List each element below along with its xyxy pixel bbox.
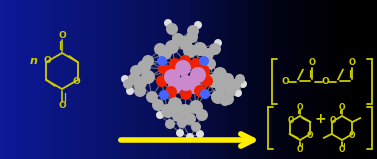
Circle shape — [169, 58, 181, 70]
Circle shape — [157, 56, 167, 66]
Circle shape — [235, 74, 245, 84]
Circle shape — [178, 36, 192, 50]
Circle shape — [214, 39, 222, 47]
Text: O: O — [348, 131, 355, 140]
Circle shape — [156, 111, 164, 119]
Circle shape — [177, 118, 187, 128]
Circle shape — [215, 80, 229, 94]
Circle shape — [196, 130, 204, 138]
Circle shape — [191, 122, 201, 132]
Circle shape — [146, 91, 158, 103]
Circle shape — [164, 19, 172, 27]
Text: O: O — [329, 116, 336, 125]
Text: O: O — [58, 101, 66, 111]
Circle shape — [126, 87, 134, 95]
Circle shape — [161, 104, 175, 118]
Circle shape — [180, 88, 192, 100]
Circle shape — [168, 97, 182, 111]
Circle shape — [162, 65, 174, 77]
Text: O: O — [43, 56, 51, 65]
Circle shape — [207, 74, 221, 88]
Text: O: O — [321, 77, 329, 86]
Circle shape — [202, 48, 214, 60]
Text: O: O — [339, 103, 345, 111]
Circle shape — [134, 85, 146, 97]
Circle shape — [165, 119, 175, 129]
Text: O: O — [339, 145, 345, 153]
Circle shape — [141, 70, 155, 84]
Circle shape — [234, 89, 242, 97]
Circle shape — [222, 73, 234, 85]
Circle shape — [224, 85, 236, 97]
Circle shape — [178, 104, 192, 118]
Text: O: O — [73, 77, 80, 86]
Circle shape — [213, 67, 227, 81]
Circle shape — [186, 133, 194, 141]
Circle shape — [193, 42, 207, 56]
Circle shape — [194, 21, 202, 29]
Circle shape — [211, 90, 225, 104]
Circle shape — [209, 43, 221, 55]
Circle shape — [186, 31, 198, 43]
Circle shape — [183, 44, 197, 58]
Circle shape — [199, 56, 209, 66]
Circle shape — [121, 75, 129, 83]
Circle shape — [154, 43, 166, 55]
Text: O: O — [348, 58, 356, 67]
Circle shape — [164, 69, 180, 85]
Text: +: + — [314, 112, 326, 126]
Circle shape — [165, 86, 177, 98]
Circle shape — [204, 58, 216, 70]
Text: O: O — [297, 103, 303, 111]
Circle shape — [176, 129, 184, 137]
Circle shape — [133, 76, 147, 90]
Text: O: O — [58, 31, 66, 41]
Circle shape — [189, 100, 203, 114]
Circle shape — [194, 85, 206, 97]
Circle shape — [178, 75, 194, 91]
Text: n: n — [30, 56, 38, 66]
Circle shape — [198, 65, 210, 77]
Circle shape — [130, 65, 142, 77]
Circle shape — [239, 80, 247, 88]
Circle shape — [200, 89, 210, 99]
Circle shape — [187, 25, 199, 37]
Circle shape — [152, 99, 164, 111]
Circle shape — [158, 64, 168, 74]
Circle shape — [142, 55, 154, 67]
Circle shape — [166, 23, 178, 35]
Text: O: O — [306, 131, 313, 140]
Circle shape — [165, 40, 179, 54]
Circle shape — [222, 93, 234, 105]
Text: O: O — [287, 116, 294, 125]
Text: O: O — [281, 77, 289, 86]
Circle shape — [196, 109, 208, 121]
Circle shape — [159, 90, 169, 100]
Circle shape — [172, 33, 184, 45]
Circle shape — [168, 80, 182, 94]
Circle shape — [172, 110, 184, 122]
Text: O: O — [297, 145, 303, 153]
Circle shape — [123, 79, 133, 89]
Circle shape — [229, 79, 241, 91]
Circle shape — [187, 80, 201, 94]
Circle shape — [137, 60, 151, 74]
Circle shape — [175, 60, 191, 76]
Circle shape — [190, 67, 206, 83]
Text: O: O — [308, 58, 316, 67]
Circle shape — [201, 75, 213, 87]
Circle shape — [220, 96, 230, 106]
Circle shape — [190, 58, 202, 70]
Circle shape — [156, 75, 168, 87]
Circle shape — [158, 46, 172, 60]
Circle shape — [179, 55, 191, 67]
Circle shape — [128, 73, 140, 85]
Circle shape — [184, 113, 196, 125]
